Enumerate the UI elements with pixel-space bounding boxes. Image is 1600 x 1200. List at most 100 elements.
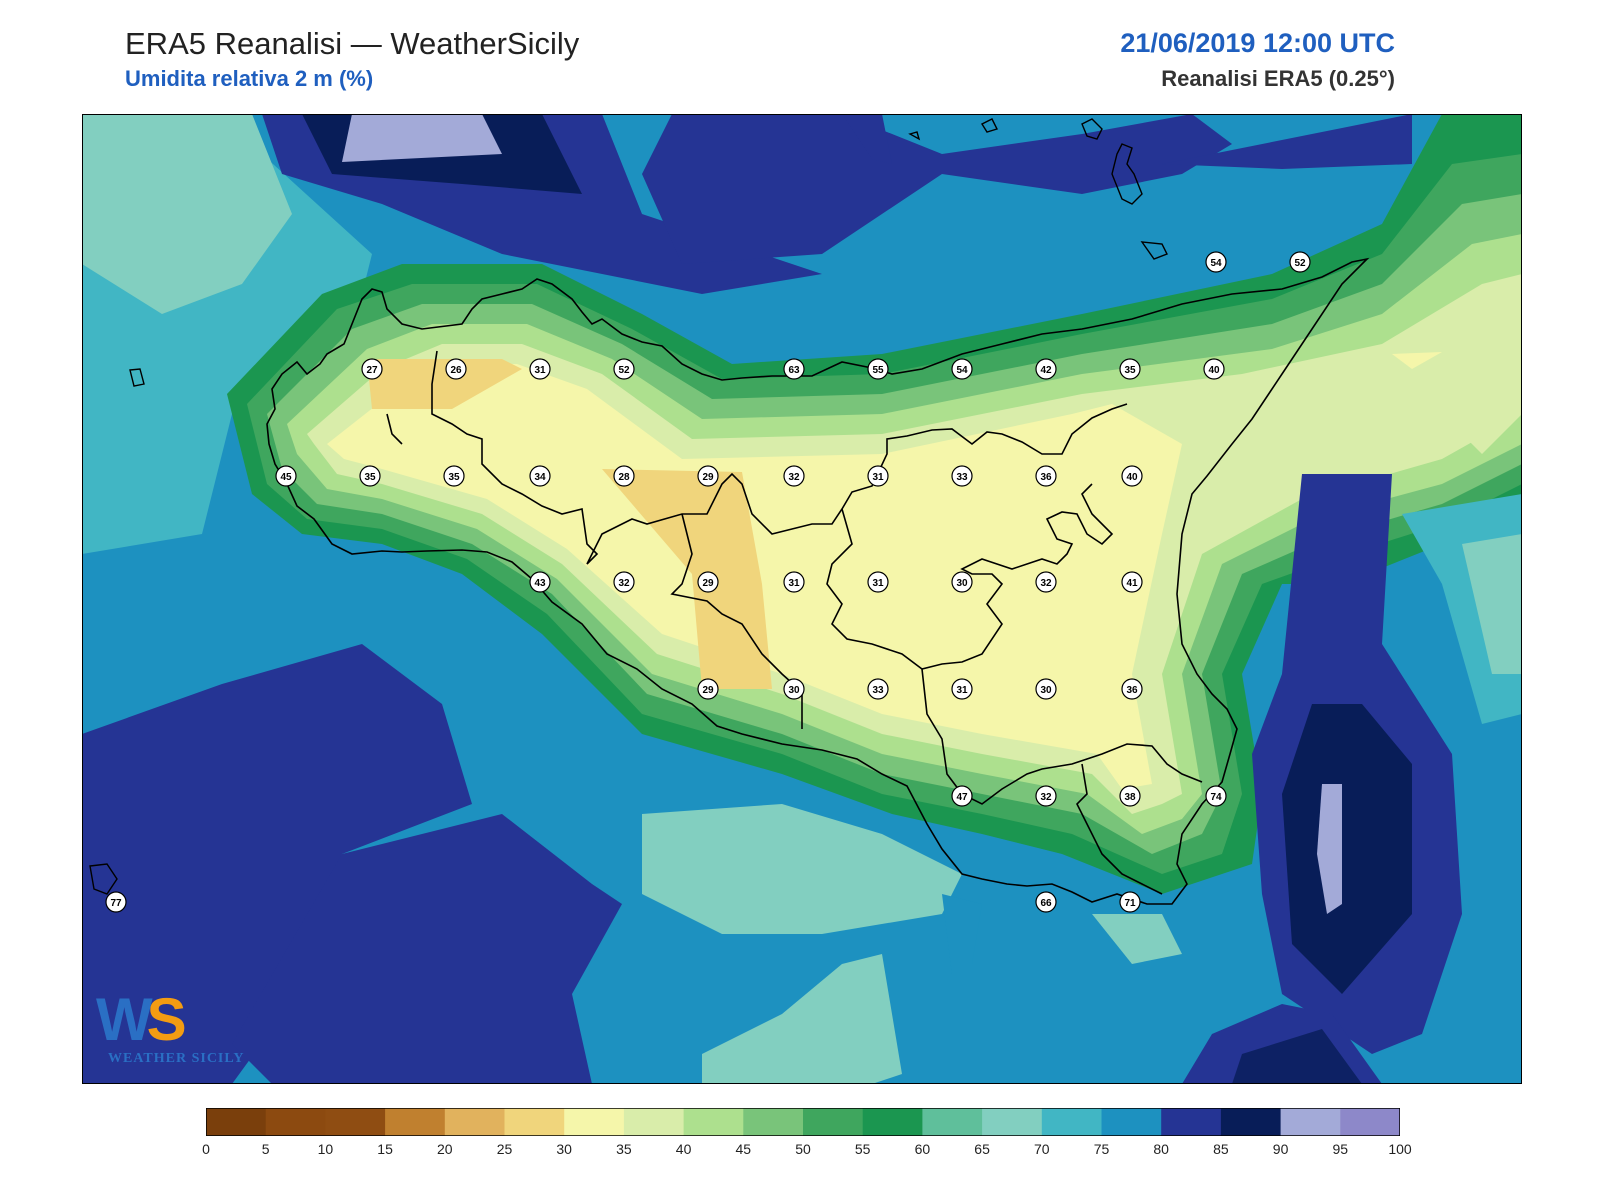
colorbar-cell (1340, 1108, 1400, 1136)
station-marker: 33 (951, 465, 973, 487)
station-marker: 29 (697, 465, 719, 487)
station-marker: 30 (783, 678, 805, 700)
colorbar (206, 1108, 1400, 1136)
station-marker: 40 (1121, 465, 1143, 487)
colorbar-tick-label: 85 (1213, 1141, 1229, 1157)
station-marker: 29 (697, 678, 719, 700)
colorbar-cell (385, 1108, 446, 1136)
station-value: 74 (1210, 792, 1222, 803)
station-marker: 33 (867, 678, 889, 700)
station-marker: 47 (951, 785, 973, 807)
colorbar-tick-label: 90 (1272, 1141, 1289, 1157)
station-value: 32 (1040, 578, 1052, 589)
station-marker: 34 (529, 465, 551, 487)
station-value: 31 (956, 685, 968, 696)
station-marker: 31 (867, 571, 889, 593)
station-marker: 32 (1035, 571, 1057, 593)
station-value: 41 (1126, 578, 1138, 589)
station-marker: 35 (443, 465, 465, 487)
colorbar-cell (1101, 1108, 1162, 1136)
colorbar-tick-label: 5 (261, 1141, 270, 1157)
station-value: 52 (1294, 258, 1306, 269)
colorbar-cell (683, 1108, 744, 1136)
station-values: 27 26 31 52 63 55 54 42 35 40 54 52 45 35 35 34 28 29 32 31… (105, 251, 1311, 913)
colorbar-tick-label: 80 (1153, 1141, 1169, 1157)
colorbar-tick-label: 50 (795, 1141, 811, 1157)
colorbar-cell (982, 1108, 1043, 1136)
colorbar-cell (922, 1108, 983, 1136)
station-marker: 36 (1121, 678, 1143, 700)
colorbar-tick-label: 70 (1034, 1141, 1050, 1157)
station-value: 35 (364, 472, 376, 483)
colorbar-tick-label: 20 (437, 1141, 453, 1157)
station-marker: 71 (1119, 891, 1141, 913)
station-value: 28 (618, 472, 630, 483)
colorbar-tick-label: 35 (616, 1141, 632, 1157)
station-value: 47 (956, 792, 968, 803)
colorbar-tick-label: 15 (377, 1141, 393, 1157)
station-value: 34 (534, 472, 546, 483)
map-source: Reanalisi ERA5 (0.25°) (1161, 66, 1395, 91)
colorbar-cell (504, 1108, 565, 1136)
colorbar-tick-label: 95 (1332, 1141, 1349, 1157)
humidity-map: 27 26 31 52 63 55 54 42 35 40 54 52 45 35 35 34 28 29 32 31… (82, 114, 1522, 1084)
station-marker: 36 (1035, 465, 1057, 487)
station-marker: 54 (951, 358, 973, 380)
station-marker: 30 (951, 571, 973, 593)
colorbar-cell (803, 1108, 864, 1136)
station-marker: 26 (445, 358, 467, 380)
colorbar-tick-label: 45 (735, 1141, 752, 1157)
station-marker: 55 (867, 358, 889, 380)
station-value: 43 (534, 578, 546, 589)
colorbar-tick-label: 40 (675, 1141, 692, 1157)
colorbar-cell (1220, 1108, 1282, 1136)
colorbar-tick-label: 0 (202, 1141, 210, 1157)
station-marker: 38 (1119, 785, 1141, 807)
station-value: 30 (956, 578, 968, 589)
colorbar-cell (1280, 1108, 1341, 1136)
station-value: 36 (1126, 685, 1138, 696)
station-marker: 45 (275, 465, 297, 487)
station-value: 55 (872, 365, 884, 376)
station-value: 71 (1124, 898, 1136, 909)
station-value: 42 (1040, 365, 1052, 376)
station-marker: 32 (613, 571, 635, 593)
station-marker: 31 (951, 678, 973, 700)
station-marker: 32 (1035, 785, 1057, 807)
colorbar-cell (444, 1108, 505, 1136)
colorbar-cell (325, 1108, 386, 1136)
station-marker: 31 (529, 358, 551, 380)
station-value: 36 (1040, 472, 1052, 483)
colorbar-tick-label: 100 (1388, 1141, 1412, 1157)
station-marker: 35 (1119, 358, 1141, 380)
colorbar-cell (623, 1108, 685, 1136)
station-value: 32 (788, 472, 800, 483)
station-value: 33 (956, 472, 968, 483)
colorbar-cell (743, 1108, 804, 1136)
station-value: 26 (450, 365, 462, 376)
map-subtitle: Umidita relativa 2 m (%) (125, 66, 374, 91)
colorbar-cell (564, 1108, 625, 1136)
station-value: 31 (872, 578, 884, 589)
colorbar-tick-label: 10 (317, 1141, 334, 1157)
station-marker: 54 (1205, 251, 1227, 273)
station-marker: 74 (1205, 785, 1227, 807)
colorbar-cell (1041, 1108, 1102, 1136)
station-marker: 30 (1035, 678, 1057, 700)
station-value: 66 (1040, 898, 1052, 909)
colorbar-cell (862, 1108, 923, 1136)
colorbar-tick-label: 25 (496, 1141, 513, 1157)
station-value: 35 (1124, 365, 1136, 376)
colorbar-tick-label: 55 (854, 1141, 871, 1157)
station-marker: 41 (1121, 571, 1143, 593)
station-marker: 31 (783, 571, 805, 593)
station-value: 45 (280, 472, 292, 483)
station-marker: 42 (1035, 358, 1057, 380)
station-value: 40 (1126, 472, 1138, 483)
station-value: 54 (1210, 258, 1222, 269)
station-value: 29 (702, 578, 714, 589)
station-marker: 77 (105, 891, 127, 913)
station-value: 30 (788, 685, 800, 696)
weathersicily-logo: WS WEATHER SICILY (96, 986, 245, 1066)
station-marker: 28 (613, 465, 635, 487)
